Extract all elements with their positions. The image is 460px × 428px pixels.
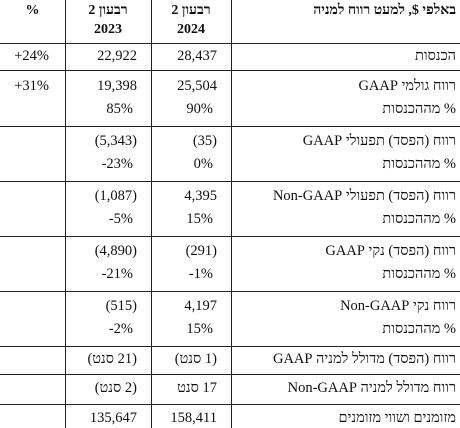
row-operating-gaap: (5,343) -23% (35) 0% רווח (הפסד) תפעולי … — [0, 126, 460, 181]
op-gaap-margin-2024: 0% — [193, 156, 213, 172]
header-q2-2024-line1: רבעון 2 — [171, 3, 211, 18]
gross-2024: 25,504 — [177, 78, 217, 94]
header-q2-2024-line2: 2024 — [177, 22, 205, 37]
eps-nongaap-label: רווח מדולל למניה Non-GAAP — [287, 380, 456, 396]
gridline-h-6 — [0, 346, 460, 347]
op-gaap-margin-label: % מההכנסות — [382, 156, 456, 172]
op-nongaap-margin-label: % מההכנסות — [382, 211, 456, 227]
gridline-h-2 — [0, 126, 460, 127]
gridline-v-1 — [65, 0, 66, 428]
net-nongaap-label: רווח נקי Non-GAAP — [340, 298, 456, 314]
revenue-pct: +24% — [14, 48, 49, 64]
op-gaap-label: רווח (הפסד) תפעולי GAAP — [302, 133, 456, 149]
revenue-2024: 28,437 — [177, 48, 217, 64]
eps-nongaap-2024: 17 סנט — [177, 380, 217, 396]
row-net-gaap: (4,890) -21% (291) -1% רווח (הפסד) נקי G… — [0, 236, 460, 291]
gridline-h-7 — [0, 374, 460, 375]
gridline-h-4 — [0, 236, 460, 237]
revenue-label: הכנסות — [415, 48, 456, 64]
op-gaap-2024: (35) — [192, 133, 217, 149]
op-nongaap-label: רווח (הפסד) תפעולי Non-GAAP — [272, 188, 456, 204]
eps-gaap-2023: (21 סנט) — [87, 351, 137, 367]
gridline-h-3 — [0, 181, 460, 182]
gridline-h-8 — [0, 404, 460, 405]
header-q2-2023-line2: 2023 — [94, 22, 122, 37]
net-nongaap-2024: 4,197 — [184, 298, 217, 314]
row-eps-nongaap: (2 סנט) 17 סנט רווח מדולל למניה Non-GAAP — [0, 374, 460, 404]
header-label: באלפי $, למעט רווח למניה — [313, 3, 456, 18]
eps-gaap-2024: (1 סנט) — [174, 351, 217, 367]
op-gaap-2023: (5,343) — [94, 133, 137, 149]
row-gross-profit: +31% 19,398 85% 25,504 90% רווח גולמי GA… — [0, 70, 460, 126]
op-nongaap-2024: 4,395 — [184, 188, 217, 204]
op-nongaap-margin-2024: 15% — [186, 211, 213, 227]
net-gaap-margin-label: % מההכנסות — [382, 266, 456, 282]
net-gaap-margin-2024: -1% — [188, 266, 213, 282]
gross-pct: +31% — [14, 78, 49, 94]
net-gaap-2023: (4,890) — [94, 243, 137, 259]
gridline-h-1 — [0, 70, 460, 71]
gross-margin-2024: 90% — [186, 101, 213, 117]
row-cash: 135,647 158,411 מזומנים ושווי מזומנים — [0, 404, 460, 428]
net-gaap-label: רווח (הפסד) נקי GAAP — [325, 243, 456, 259]
net-nongaap-margin-2024: 15% — [186, 321, 213, 337]
net-nongaap-margin-2023: -2% — [108, 321, 133, 337]
cash-2023: 135,647 — [89, 410, 137, 426]
eps-nongaap-2023: (2 סנט) — [94, 380, 137, 396]
eps-gaap-label: רווח (הפסד) מדולל למניה GAAP — [272, 351, 456, 367]
gridline-v-3 — [231, 0, 232, 428]
cash-2024: 158,411 — [170, 410, 217, 426]
gridline-h-5 — [0, 291, 460, 292]
header-label-cell: באלפי $, למעט רווח למניה — [231, 0, 460, 44]
row-eps-gaap: (21 סנט) (1 סנט) רווח (הפסד) מדולל למניה… — [0, 346, 460, 374]
op-gaap-margin-2023: -23% — [101, 156, 133, 172]
net-gaap-margin-2023: -21% — [101, 266, 133, 282]
header-pct: % — [25, 3, 40, 18]
net-nongaap-2023: (515) — [105, 298, 137, 314]
gross-margin-label: % מההכנסות — [382, 101, 456, 117]
row-operating-nongaap: (1,087) -5% 4,395 15% רווח (הפסד) תפעולי… — [0, 181, 460, 236]
gross-margin-2023: 85% — [106, 101, 133, 117]
net-nongaap-margin-label: % מההכנסות — [382, 321, 456, 337]
net-gaap-2024: (291) — [185, 243, 217, 259]
row-revenue: +24% 22,922 28,437 הכנסות — [0, 44, 460, 70]
table-header: % רבעון 2 2023 רבעון 2 2024 באלפי $, למע… — [0, 0, 460, 44]
header-pct-cell: % — [0, 0, 65, 44]
row-net-nongaap: (515) -2% 4,197 15% רווח נקי Non-GAAP % … — [0, 291, 460, 346]
header-q2-2023-line1: רבעון 2 — [88, 3, 128, 18]
op-nongaap-2023: (1,087) — [94, 188, 137, 204]
header-q2-2024-cell: רבעון 2 2024 — [151, 0, 231, 44]
header-q2-2023-cell: רבעון 2 2023 — [65, 0, 151, 44]
gross-2023: 19,398 — [97, 78, 137, 94]
gridline-h-header — [0, 43, 460, 44]
cash-label: מזומנים ושווי מזומנים — [338, 410, 456, 426]
gross-label: רווח גולמי GAAP — [358, 78, 456, 94]
op-nongaap-margin-2023: -5% — [108, 211, 133, 227]
revenue-2023: 22,922 — [97, 48, 137, 64]
gridline-v-2 — [151, 0, 152, 428]
